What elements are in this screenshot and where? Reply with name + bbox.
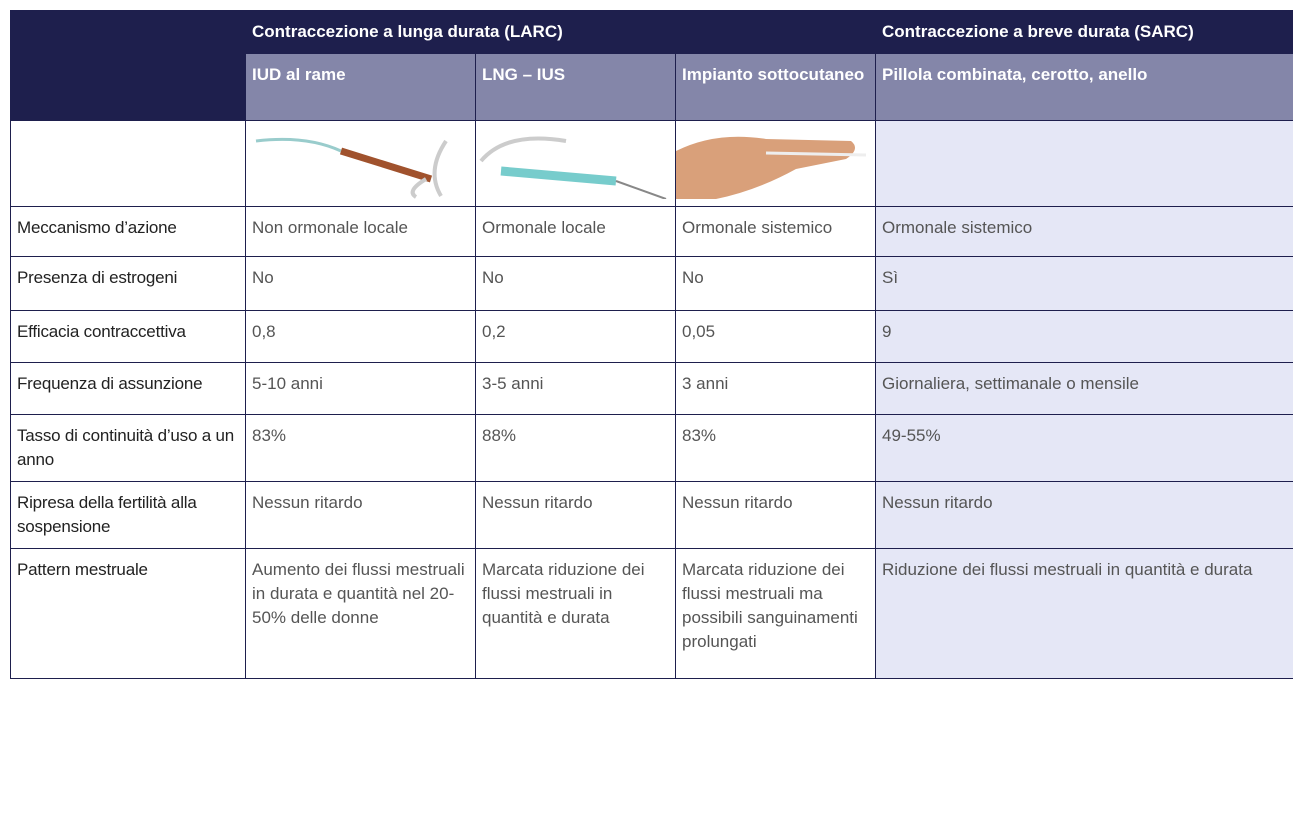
cell: Ormonale sistemico — [875, 206, 1293, 257]
cell: Ormonale locale — [475, 206, 676, 257]
row-label: Presenza di estrogeni — [10, 256, 246, 311]
table-row: Presenza di estrogeni No No No Sì — [10, 256, 1293, 311]
column-header: LNG – IUS — [475, 53, 676, 121]
row-label: Meccanismo d’azione — [10, 206, 246, 257]
cell: Nessun ritardo — [475, 481, 676, 549]
table-row: Pattern mestruale Aumento dei flussi mest… — [10, 548, 1293, 679]
table-row: Ripresa della fertilità alla sospensione… — [10, 481, 1293, 549]
lng-ius-image — [479, 136, 667, 200]
empty-cell — [10, 120, 246, 207]
cell: 83% — [245, 414, 476, 482]
cell: Non ormonale locale — [245, 206, 476, 257]
cell: 0,2 — [475, 310, 676, 363]
row-label: Efficacia contraccettiva — [10, 310, 246, 363]
empty-cell — [875, 120, 1293, 207]
cell: Sì — [875, 256, 1293, 311]
image-cell — [475, 120, 676, 207]
cell: No — [475, 256, 676, 311]
row-label: Tasso di continuità d’uso a un anno — [10, 414, 246, 482]
implant-image — [676, 136, 867, 199]
cell: 49-55% — [875, 414, 1293, 482]
cell: 83% — [675, 414, 876, 482]
cell: 0,05 — [675, 310, 876, 363]
table-row: Efficacia contraccettiva 0,8 0,2 0,05 9 — [10, 310, 1293, 363]
cell: Marcata riduzione dei flussi mestruali i… — [475, 548, 676, 679]
row-label: Ripresa della fertilità alla sospensione — [10, 481, 246, 549]
table-row: Frequenza di assunzione 5-10 anni 3-5 anni… — [10, 362, 1293, 415]
column-header: Impianto sottocutaneo — [675, 53, 876, 121]
cell: Marcata riduzione dei flussi mestruali m… — [675, 548, 876, 679]
group-header: Contraccezione a lunga durata (LARC) — [245, 10, 876, 54]
cell: No — [245, 256, 476, 311]
column-header: Pillola combinata, cerotto, anello — [875, 53, 1293, 121]
cell: 9 — [875, 310, 1293, 363]
cell: 88% — [475, 414, 676, 482]
cell: Aumento dei flussi mestruali in durata e… — [245, 548, 476, 679]
cell: Giornaliera, settimanale o mensile — [875, 362, 1293, 415]
cell: Nessun ritardo — [245, 481, 476, 549]
cell: 0,8 — [245, 310, 476, 363]
cell: Nessun ritardo — [675, 481, 876, 549]
group-header: Contraccezione a breve durata (SARC) — [875, 10, 1293, 54]
iud-copper-image — [255, 137, 448, 199]
image-cell — [245, 120, 476, 207]
column-header: IUD al rame — [245, 53, 476, 121]
comparison-table: Contraccezione a lunga durata (LARC) Con… — [10, 10, 1293, 679]
row-label: Pattern mestruale — [10, 548, 246, 679]
cell: Nessun ritardo — [875, 481, 1293, 549]
cell: 3 anni — [675, 362, 876, 415]
row-label: Frequenza di assunzione — [10, 362, 246, 415]
table-row: Tasso di continuità d’uso a un anno 83% 88… — [10, 414, 1293, 482]
cell: No — [675, 256, 876, 311]
cell: Ormonale sistemico — [675, 206, 876, 257]
cell: 5-10 anni — [245, 362, 476, 415]
cell: 3-5 anni — [475, 362, 676, 415]
corner-cell — [10, 10, 246, 121]
image-cell — [675, 120, 876, 207]
cell: Riduzione dei flussi mestruali in quanti… — [875, 548, 1293, 679]
table-row: Meccanismo d’azione Non ormonale locale Or… — [10, 206, 1293, 257]
